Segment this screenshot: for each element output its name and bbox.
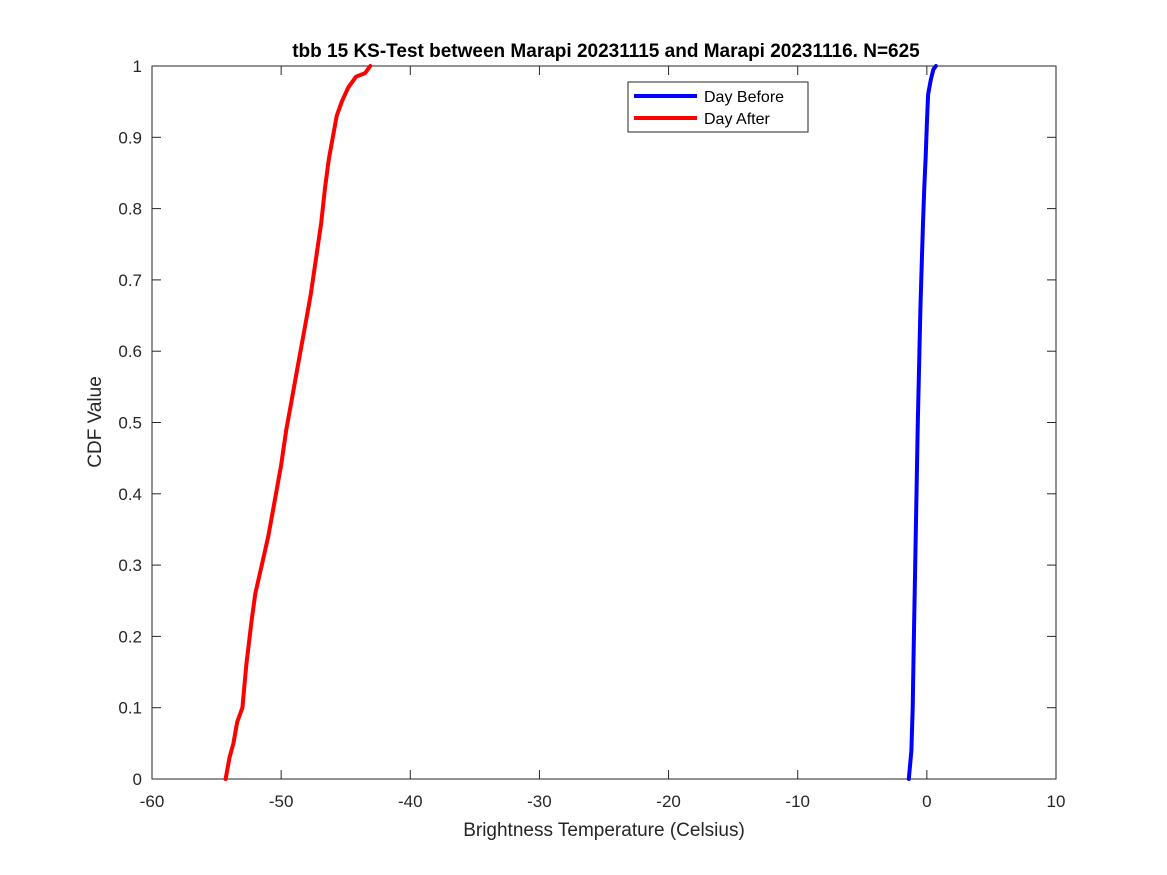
y-tick-label: 0.6 [118,342,142,361]
legend-box [627,81,809,133]
y-tick-label: 0.2 [118,627,142,646]
x-tick-label: -10 [785,792,810,811]
x-tick-label: -60 [140,792,165,811]
axis-ticks: -60 -50 -40 -30 -20 -10 0 10 0 0.1 0.2 0.3 0.4 0.5 0.6… [118,57,1065,811]
y-tick-label: 0.8 [118,200,142,219]
series-line-day-after [223,64,373,781]
y-tick-label: 0.7 [118,271,142,290]
axes-box [151,65,1057,780]
y-axis-label: CDF Value [85,376,106,468]
y-tick-label: 0.9 [118,128,142,147]
x-tick-label: -30 [527,792,552,811]
x-tick-label: -20 [656,792,681,811]
x-tick-label: 0 [922,792,931,811]
series-line-day-before [906,64,938,781]
y-tick-label: 0.1 [118,699,142,718]
legend: Day Before Day After [627,81,809,133]
y-tick-label: 0 [133,770,142,789]
chart-title: tbb 15 KS-Test between Marapi 20231115 a… [292,41,920,62]
x-tick-label: -50 [269,792,294,811]
y-tick-label: 0.4 [118,485,142,504]
y-tick-label: 0.5 [118,414,142,433]
plot-area [151,65,1057,780]
y-tick-label: 1 [133,57,142,76]
y-tick-label: 0.3 [118,556,142,575]
legend-label: Day After [704,111,770,128]
legend-label: Day Before [704,89,784,106]
x-tick-label: -40 [398,792,423,811]
series-lines [223,64,938,781]
x-axis-label: Brightness Temperature (Celsius) [463,820,745,841]
x-tick-label: 10 [1047,792,1066,811]
